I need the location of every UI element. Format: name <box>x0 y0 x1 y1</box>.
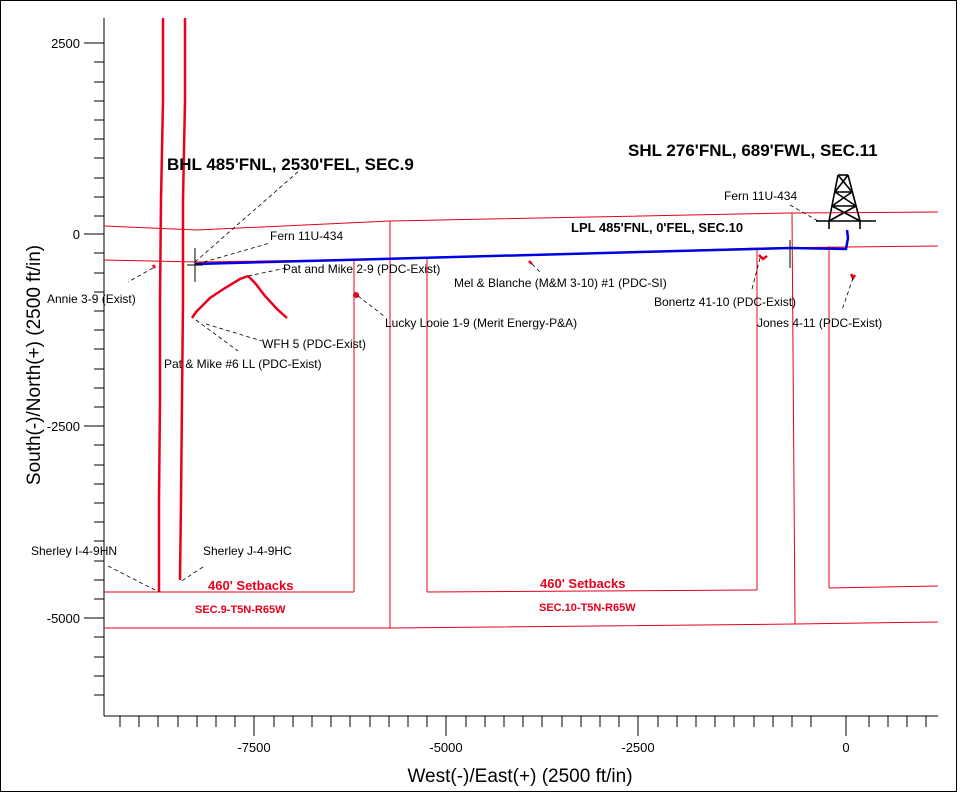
x-tick-label: 0 <box>842 740 849 755</box>
well-label-jones: Jones 4-11 (PDC-Exist) <box>757 316 882 330</box>
fern-right-leader <box>789 204 819 222</box>
well-label-fern-left: Fern 11U-434 <box>270 229 343 243</box>
sherley-i-leader <box>107 565 160 593</box>
y-tick-label: -5000 <box>47 611 80 626</box>
y-tick-label: 2500 <box>51 36 80 51</box>
wfh5-wellbore <box>247 275 288 319</box>
pat-mike-29-leader <box>247 267 287 277</box>
y-tick-label: 0 <box>73 227 80 242</box>
lucky-looie-leader <box>357 295 385 317</box>
y-tick-label: -2500 <box>47 419 80 434</box>
x-tick-label: -5000 <box>429 740 462 755</box>
fern-left-leader <box>196 242 271 265</box>
section-lines <box>103 211 939 629</box>
wfh5-leader <box>205 323 263 342</box>
well-label-wfh5: WFH 5 (PDC-Exist) <box>262 337 366 351</box>
annie-leader <box>127 267 154 283</box>
well-label-lucky-looie: Lucky Looie 1-9 (Merit Energy-P&A) <box>385 316 577 330</box>
well-label-bonertz: Bonertz 41-10 (PDC-Exist) <box>654 295 796 309</box>
sherley-i-wellbore <box>157 18 165 592</box>
bhl-heading: BHL 485'FNL, 2530'FEL, SEC.9 <box>167 155 414 174</box>
setback-label-sec10: 460' Setbacks <box>540 576 625 591</box>
mel-blanche-leader <box>531 263 541 273</box>
well-label-pat-mike-6: Pat & Mike #6 LL (PDC-Exist) <box>164 357 322 371</box>
sherley-j-leader <box>179 566 204 583</box>
well-label-sherley-j: Sherley J-4-9HC <box>203 544 292 558</box>
pat-mike-6-leader <box>195 319 239 352</box>
x-axis-title: West(-)/East(+) (2500 ft/in) <box>407 766 632 787</box>
bonertz-wellbore <box>758 254 768 261</box>
bhl-leader <box>194 169 301 263</box>
lucky-looie-marker <box>353 292 359 298</box>
planned-lateral <box>194 229 850 266</box>
jones-leader <box>841 277 854 311</box>
mel-blanche-wellbore <box>528 260 533 265</box>
offset-wellbores <box>151 18 857 592</box>
x-tick-label: -7500 <box>237 740 270 755</box>
sherley-j-wellbore <box>178 18 187 581</box>
planned-wellbore <box>187 229 850 282</box>
jones-wellbore <box>849 273 857 281</box>
south-section-line <box>104 621 939 629</box>
bonertz-leader <box>751 257 761 290</box>
lpl-heading: LPL 485'FNL, 0'FEL, SEC.10 <box>571 220 743 235</box>
axes <box>103 18 938 717</box>
section-line-10-11 <box>791 212 796 625</box>
section-label-sec9: SEC.9-T5N-R65W <box>195 604 286 616</box>
well-label-annie: Annie 3-9 (Exist) <box>47 292 136 306</box>
shl-heading: SHL 276'FNL, 689'FWL, SEC.11 <box>628 141 878 160</box>
pat-mike-6-wellbore <box>190 274 249 319</box>
x-ticks <box>119 716 927 736</box>
well-label-fern-right: Fern 11U-434 <box>724 189 797 203</box>
north-section-line <box>103 211 939 231</box>
y-ticks <box>84 42 104 696</box>
well-label-sherley-i: Sherley I-4-9HN <box>31 544 117 558</box>
x-tick-label: -2500 <box>621 740 654 755</box>
south-setback-line-mid <box>426 589 758 593</box>
annie-wellbore <box>151 264 157 269</box>
y-axis-title: South(-)/North(+) (2500 ft/in) <box>24 245 45 485</box>
section-label-sec10: SEC.10-T5N-R65W <box>539 602 636 614</box>
well-label-pat-mike-2-9: Pat and Mike 2-9 (PDC-Exist) <box>283 262 440 276</box>
leader-lines <box>107 169 854 593</box>
drilling-rig-icon <box>816 174 876 229</box>
well-label-mel-blanche: Mel & Blanche (M&M 3-10) #1 (PDC-SI) <box>454 276 667 290</box>
setback-label-sec9: 460' Setbacks <box>208 578 293 593</box>
south-setback-line-right <box>828 585 939 589</box>
